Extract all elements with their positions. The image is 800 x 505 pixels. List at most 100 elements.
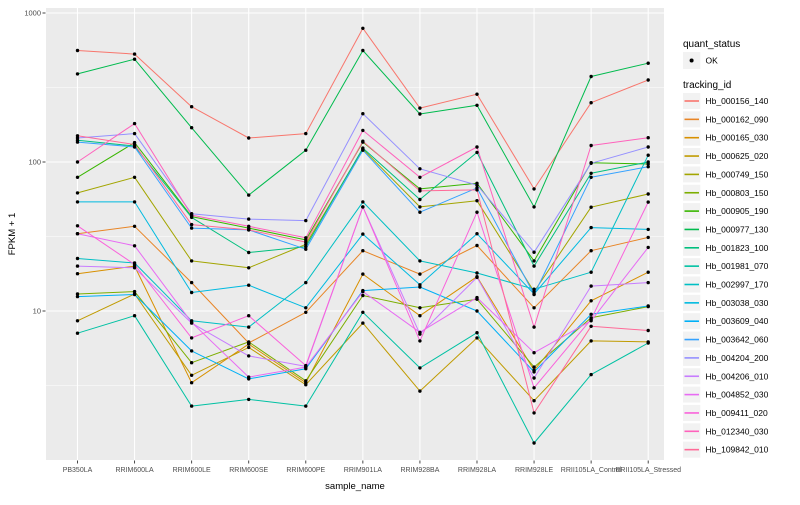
data-point — [418, 112, 422, 116]
legend-label: Hb_003038_030 — [706, 298, 769, 308]
legend-entry: Hb_000165_030 — [683, 129, 769, 146]
data-point — [304, 363, 308, 368]
data-point — [589, 317, 593, 321]
legend-label: Hb_004852_030 — [706, 390, 769, 400]
legend-entry: Hb_000803_150 — [683, 184, 769, 201]
data-point — [247, 136, 251, 140]
data-point — [304, 245, 308, 249]
data-point — [418, 272, 422, 276]
data-point — [532, 399, 536, 403]
data-point — [189, 381, 194, 385]
legend-label: Hb_003642_060 — [706, 335, 769, 345]
ok-point-icon — [689, 58, 694, 63]
data-point — [189, 361, 194, 365]
y-tick-labels: 1000 100 10 — [24, 9, 41, 316]
data-point — [532, 376, 536, 380]
legend-label: Hb_000625_020 — [706, 151, 769, 161]
data-point — [304, 280, 308, 285]
data-point — [475, 92, 479, 96]
data-point — [532, 289, 536, 294]
data-point — [189, 404, 194, 408]
x-axis-title: sample_name — [325, 481, 385, 492]
legend-label: Hb_004206_010 — [706, 371, 769, 381]
legend-entry: Hb_001981_070 — [683, 258, 769, 275]
data-point — [304, 218, 308, 223]
data-point — [532, 250, 536, 254]
data-point — [475, 188, 479, 192]
data-point — [418, 197, 422, 202]
data-point — [532, 351, 536, 355]
data-point — [361, 249, 365, 253]
data-point — [304, 236, 308, 240]
data-point — [247, 375, 251, 379]
data-point — [189, 349, 194, 353]
data-point — [247, 345, 251, 350]
data-point — [189, 280, 194, 285]
data-point — [247, 397, 251, 402]
data-point — [589, 372, 593, 377]
data-point — [418, 366, 422, 370]
y-tick-label: 10 — [33, 307, 41, 316]
legend-label: Hb_012340_030 — [706, 426, 769, 436]
data-point — [418, 330, 422, 334]
data-point — [418, 175, 422, 179]
data-point — [646, 78, 650, 82]
data-point — [532, 411, 536, 415]
data-point — [589, 324, 593, 328]
data-point — [589, 161, 593, 165]
legend-entry: Hb_002997_170 — [683, 276, 769, 293]
data-point — [646, 165, 650, 169]
data-point — [646, 328, 650, 333]
data-point — [247, 354, 251, 358]
data-point — [75, 264, 80, 268]
data-point — [189, 213, 194, 217]
data-point — [475, 295, 479, 300]
data-point — [646, 136, 650, 140]
legend-entry: Hb_009411_020 — [683, 404, 768, 421]
legend-label: Hb_109842_010 — [706, 445, 769, 455]
data-point — [361, 148, 365, 152]
data-point — [418, 389, 422, 393]
data-point — [418, 314, 422, 318]
data-point — [361, 48, 365, 53]
data-point — [132, 262, 137, 267]
data-point — [247, 224, 251, 228]
data-point — [475, 150, 479, 155]
legend-entry: Hb_000162_090 — [683, 111, 769, 128]
data-point — [589, 270, 593, 274]
data-point — [247, 283, 251, 287]
data-point — [75, 134, 80, 138]
data-point — [132, 57, 137, 61]
legend-label: Hb_001981_070 — [706, 261, 769, 271]
legend-entry: Hb_012340_030 — [683, 423, 769, 440]
data-point — [75, 294, 80, 299]
legend-label: Hb_003609_040 — [706, 316, 769, 326]
data-point — [361, 200, 365, 204]
data-point — [361, 321, 365, 325]
data-point — [361, 26, 365, 30]
data-point — [475, 336, 479, 340]
data-point — [189, 373, 194, 377]
data-point — [132, 292, 137, 297]
data-point — [247, 314, 251, 318]
x-tick-label: RRIM600PE — [286, 467, 325, 474]
data-point — [189, 290, 194, 295]
data-point — [189, 336, 194, 340]
data-point — [75, 48, 80, 53]
legend-entry: Hb_001823_100 — [683, 239, 769, 256]
x-tick-label: RRII105LA_Stressed — [615, 467, 681, 474]
data-point — [532, 365, 536, 369]
data-point — [247, 217, 251, 221]
data-point — [589, 284, 593, 288]
data-point — [475, 271, 479, 275]
legend-label: Hb_001823_100 — [706, 243, 769, 253]
data-point — [304, 240, 308, 244]
data-point — [189, 222, 194, 227]
data-point — [75, 140, 80, 144]
data-point — [532, 187, 536, 191]
data-point — [132, 175, 137, 179]
data-point — [532, 370, 536, 374]
x-tick-label: RRII105LA_Control — [561, 467, 622, 474]
data-point — [361, 293, 365, 298]
data-point — [532, 306, 536, 310]
